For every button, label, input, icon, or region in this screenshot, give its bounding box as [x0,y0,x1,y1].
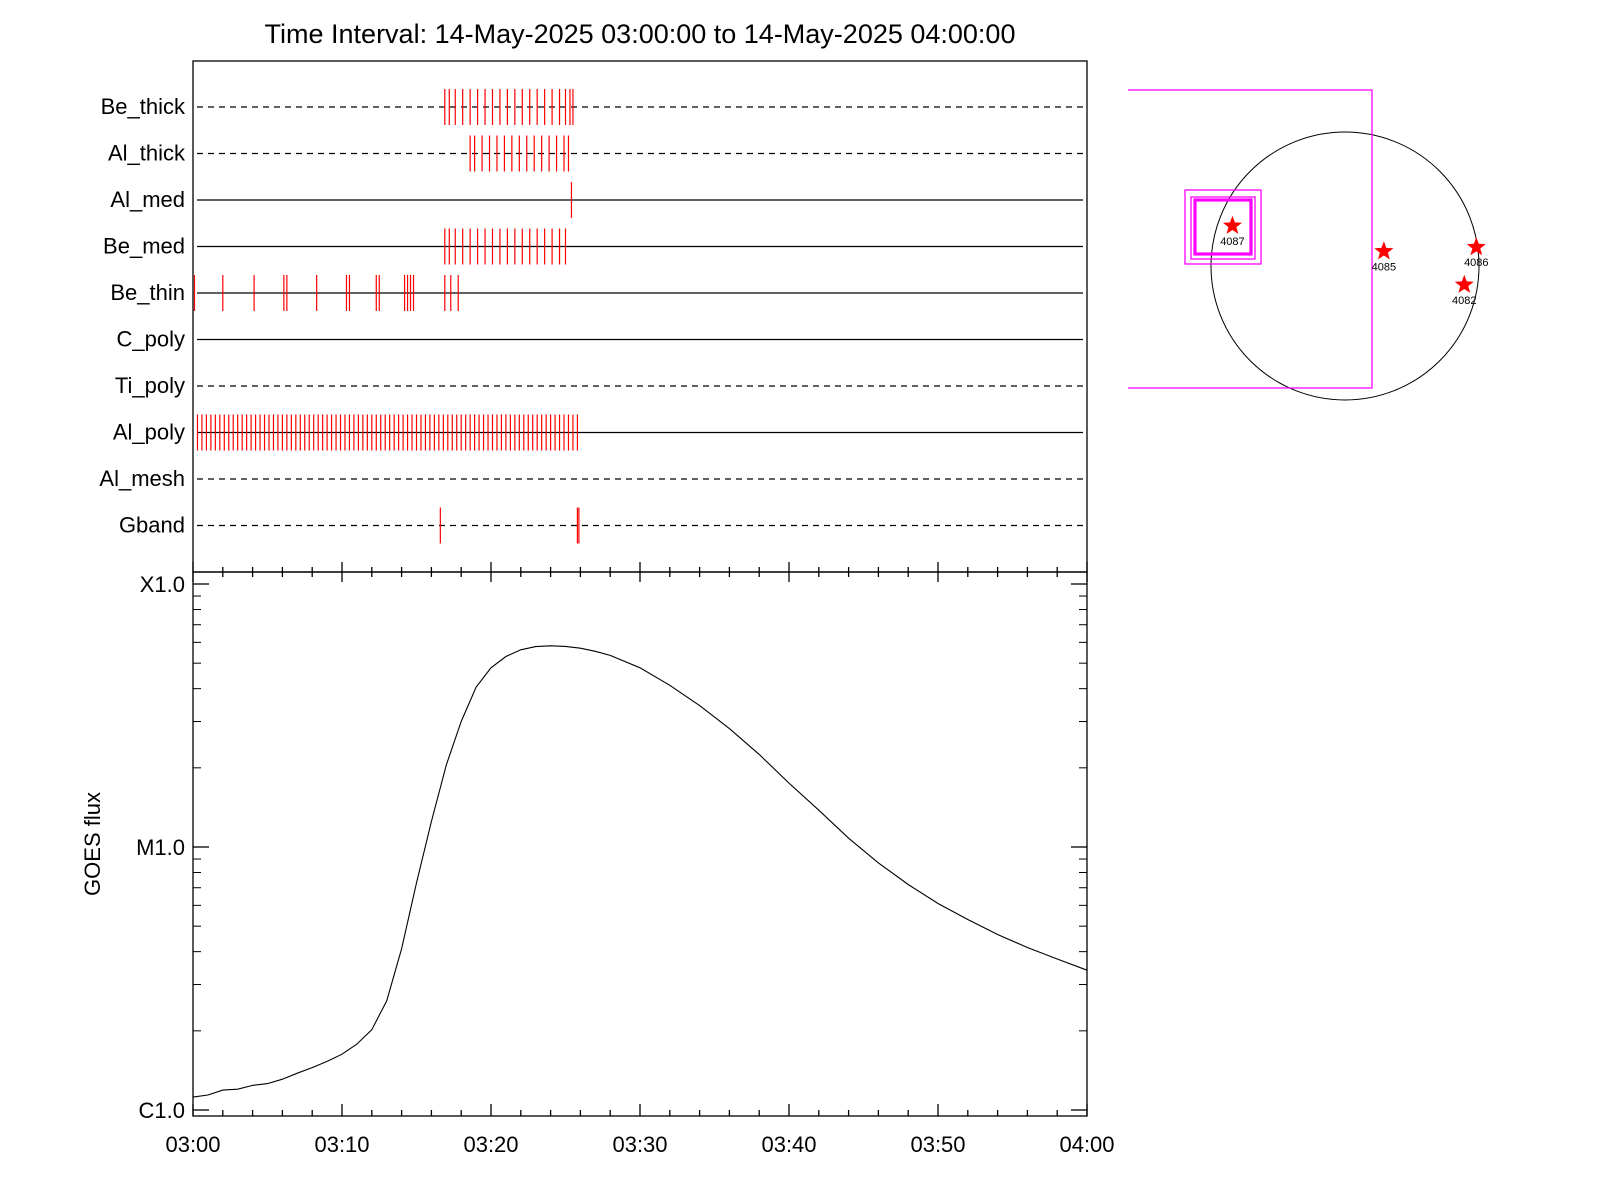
target-box-inner [1193,198,1253,256]
row-label: Al_med [110,187,185,212]
row-label: C_poly [117,327,185,352]
row-label: Ti_poly [115,373,185,398]
solar-limb [1210,131,1480,401]
row-label: Al_mesh [99,466,185,491]
row-label: Al_poly [113,420,185,445]
goes-frame [192,571,1088,1117]
y-tick-label: M1.0 [136,835,185,860]
chart-title: Time Interval: 14-May-2025 03:00:00 to 1… [265,19,1016,49]
active-region-marker [1466,237,1486,256]
x-tick-label: 03:30 [612,1132,667,1157]
y-tick-label: X1.0 [140,572,185,597]
row-label: Al_thick [108,141,186,166]
active-region-label: 4087 [1220,236,1244,248]
active-region-marker [1222,215,1242,234]
y-tick-label: C1.0 [139,1098,185,1123]
solar-disk-panel: 4087 4085 4086 4082 [1128,89,1489,401]
target-box-middle [1190,196,1256,260]
strip-frame [192,60,1088,573]
x-tick-label: 03:00 [165,1132,220,1157]
target-box-outer [1184,189,1262,265]
row-label: Gband [119,513,185,538]
goes-flux-panel: GOES flux C1.0 M1.0 X1.0 03:00 03:10 03:20 03:… [80,571,1115,1157]
x-tick-label: 03:40 [761,1132,816,1157]
active-region-marker [1454,274,1474,293]
row-label: Be_thin [110,280,185,305]
active-region-label: 4086 [1464,257,1488,269]
x-tick-label: 03:20 [463,1132,518,1157]
goes-flux-line [192,645,1088,1098]
x-tick-label: 03:10 [314,1132,369,1157]
active-region-label: 4085 [1372,261,1396,273]
goes-y-axis-label: GOES flux [80,792,105,896]
x-tick-label: 04:00 [1059,1132,1114,1157]
row-label: Be_med [103,234,185,259]
active-region-marker [1374,241,1394,260]
row-label: Be_thick [101,94,186,119]
spacecraft-fov-box [1128,89,1373,389]
x-tick-label: 03:50 [910,1132,965,1157]
exposure-strip-panel: Be_thick Al_thick Al_med Be_med Be_thin C_pol… [99,60,1088,582]
active-region-label: 4082 [1452,295,1476,307]
